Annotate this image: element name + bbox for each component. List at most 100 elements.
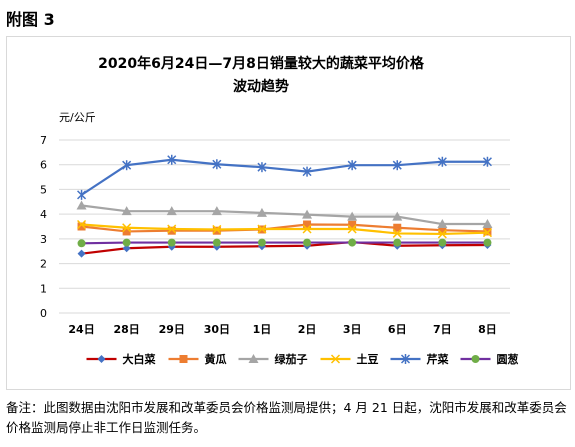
data-point	[348, 238, 357, 247]
legend-label: 大白菜	[123, 352, 157, 366]
legend-label: 土豆	[357, 352, 379, 366]
data-point	[482, 156, 492, 167]
data-point	[347, 160, 357, 171]
data-point	[437, 156, 447, 167]
legend-item: 圆葱	[460, 352, 519, 366]
legend-marker	[330, 354, 341, 364]
series-line	[81, 241, 488, 245]
data-point	[256, 207, 267, 217]
data-point	[482, 219, 493, 229]
data-point	[392, 211, 403, 221]
figure-label: 附图 3	[6, 10, 55, 29]
series-line	[80, 158, 488, 196]
data-point	[76, 200, 87, 210]
y-tick-label: 7	[40, 134, 47, 147]
data-point	[437, 229, 447, 239]
data-point	[257, 238, 266, 247]
legend-marker	[400, 354, 411, 364]
x-tick-label: 28日	[113, 323, 139, 336]
series-line	[81, 223, 488, 236]
x-tick-label: 7日	[433, 323, 452, 336]
series-line	[81, 223, 488, 233]
data-point	[347, 224, 357, 234]
data-point	[167, 238, 176, 247]
legend-item: 土豆	[320, 352, 379, 366]
x-tick-label: 29日	[159, 323, 185, 336]
data-point	[211, 206, 222, 216]
series-5	[77, 154, 492, 200]
data-point	[121, 206, 132, 216]
data-point	[302, 166, 312, 177]
data-point	[438, 226, 447, 235]
data-point	[347, 211, 358, 221]
data-point	[77, 219, 87, 230]
y-tick-label: 2	[40, 258, 47, 271]
data-point	[348, 220, 357, 229]
y-tick-label: 6	[40, 159, 47, 172]
series-1	[77, 238, 492, 258]
data-point	[122, 223, 132, 233]
data-point	[483, 238, 492, 247]
data-point	[166, 206, 177, 216]
data-point	[77, 239, 86, 248]
x-tick-label: 24日	[68, 323, 94, 336]
data-point	[302, 224, 312, 234]
data-point	[257, 224, 267, 234]
x-tick-label: 3日	[343, 323, 362, 336]
legend-label: 绿茄子	[275, 352, 308, 366]
legend-marker	[97, 355, 106, 363]
legend-item: 芹菜	[390, 352, 450, 366]
data-point	[167, 154, 177, 165]
x-tick-label: 1日	[253, 323, 272, 336]
y-tick-label: 1	[40, 282, 47, 295]
y-axis-label: 元/公斤	[59, 111, 96, 124]
data-point	[483, 227, 492, 236]
data-point	[77, 249, 86, 258]
data-point	[122, 238, 131, 247]
y-tick-label: 3	[40, 233, 47, 246]
series-4	[77, 219, 492, 239]
data-point	[167, 224, 177, 234]
y-tick-label: 5	[40, 183, 47, 196]
data-point	[482, 228, 492, 238]
series-6	[77, 238, 492, 248]
series-3	[76, 200, 493, 229]
legend-marker	[179, 355, 188, 363]
data-point	[212, 224, 222, 234]
x-tick-label: 8日	[478, 323, 497, 336]
data-point	[438, 238, 447, 247]
legend-label: 芹菜	[427, 352, 450, 366]
data-point	[77, 189, 87, 200]
data-point	[257, 162, 267, 173]
legend-label: 黄瓜	[205, 352, 227, 366]
data-point	[393, 238, 402, 247]
data-point	[392, 228, 402, 238]
legend-marker	[248, 354, 259, 363]
price-trend-chart: 2020年6月24日—7月8日销量较大的蔬菜平均价格 波动趋势 元/公斤 0 1 2…	[40, 55, 519, 366]
data-point	[303, 238, 312, 247]
legend-label: 圆葱	[497, 352, 519, 366]
chart-title-line-1: 2020年6月24日—7月8日销量较大的蔬菜平均价格	[98, 55, 425, 72]
series-line	[81, 240, 488, 255]
legend-item: 黄瓜	[168, 352, 227, 366]
data-point	[437, 219, 448, 229]
legend-item: 绿茄子	[238, 352, 308, 366]
data-point	[212, 238, 221, 247]
legend-item: 大白菜	[86, 352, 157, 366]
x-tick-label: 6日	[388, 323, 407, 336]
data-point	[167, 226, 176, 235]
chart-title-line-2: 波动趋势	[233, 78, 289, 95]
legend-marker	[471, 355, 480, 363]
data-point	[122, 227, 131, 236]
data-point	[212, 159, 222, 170]
x-tick-label: 2日	[298, 323, 317, 336]
data-point	[392, 160, 402, 171]
data-point	[122, 160, 132, 171]
y-tick-label: 0	[40, 307, 47, 320]
data-point	[302, 209, 313, 219]
chart-area: 2020年6月24日—7月8日销量较大的蔬菜平均价格 波动趋势 元/公斤 0 1 2…	[6, 36, 571, 390]
data-point	[122, 244, 131, 253]
y-tick-label: 4	[40, 208, 47, 221]
footnote: 备注：此图数据由沈阳市发展和改革委员会价格监测局提供；4 月 21 日起，沈阳市…	[6, 400, 567, 435]
data-point	[212, 226, 221, 235]
